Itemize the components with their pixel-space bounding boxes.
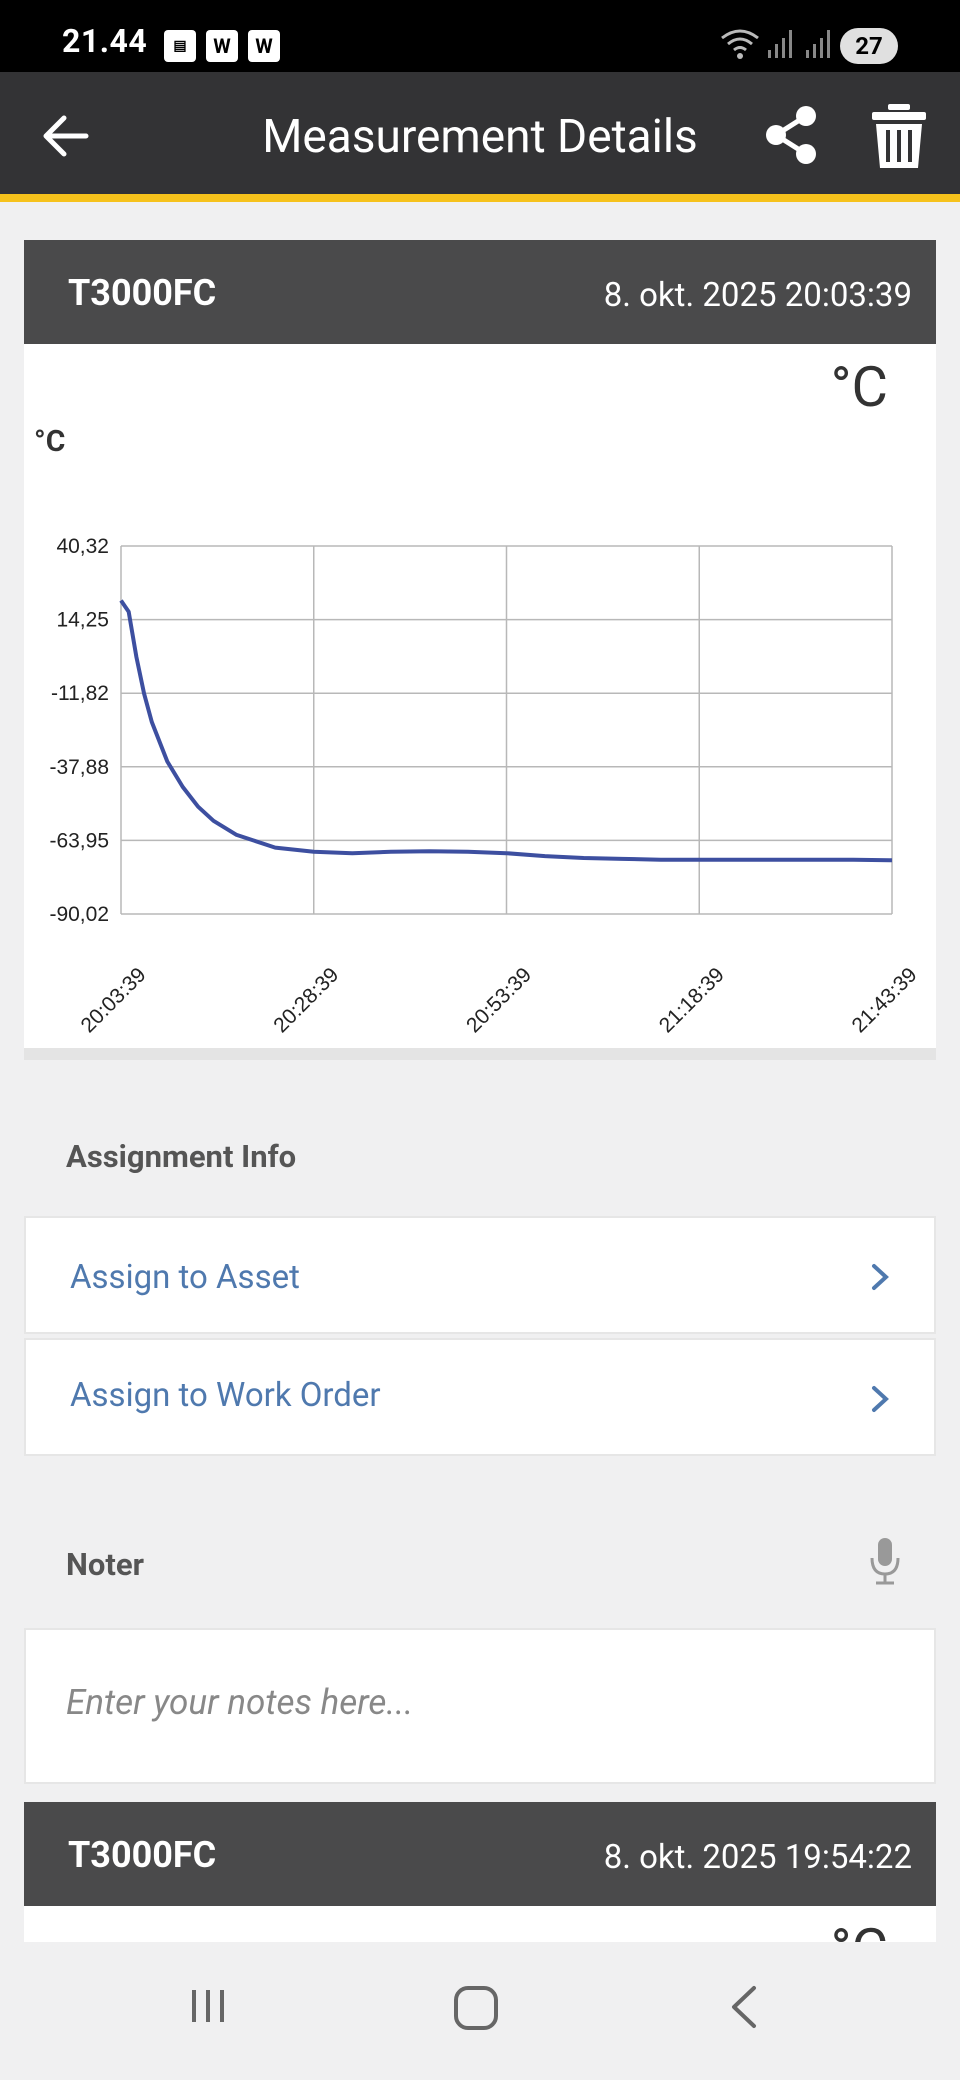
page-title: Measurement Details bbox=[262, 110, 698, 164]
recent-apps-icon[interactable] bbox=[188, 1986, 228, 2026]
unit-label-large-2: °C bbox=[831, 1916, 888, 1942]
measurement-card-2[interactable]: T3000FC 8. okt. 2025 19:54:22 °C bbox=[24, 1802, 936, 1942]
device-name-2: T3000FC bbox=[68, 1834, 217, 1876]
assignment-section-title: Assignment Info bbox=[66, 1138, 297, 1175]
status-time: 21.44 bbox=[62, 22, 148, 60]
w-app-icon: W bbox=[206, 30, 238, 62]
y-tick-label: -11,82 bbox=[51, 682, 109, 705]
wifi-5g-icon bbox=[721, 29, 759, 59]
status-bar: 21.44 ▤ W W 27 bbox=[0, 0, 960, 72]
x-tick-label: 21:43:39 bbox=[847, 963, 921, 1037]
trash-icon[interactable] bbox=[868, 102, 930, 172]
notes-section-title: Noter bbox=[66, 1546, 144, 1583]
card-header: T3000FC 8. okt. 2025 20:03:39 bbox=[24, 240, 936, 344]
temperature-chart: 40,32 14,25 -11,82 -37,88 -63,95 -90,02 20:03:… bbox=[49, 535, 921, 1037]
signal-icon bbox=[768, 30, 792, 58]
measurement-date-2: 8. okt. 2025 19:54:22 bbox=[603, 1838, 912, 1877]
sim-card-icon: ▤ bbox=[164, 30, 196, 62]
x-tick-label: 20:53:39 bbox=[462, 963, 536, 1037]
device-name: T3000FC bbox=[68, 272, 217, 314]
chevron-right-icon bbox=[872, 1264, 889, 1290]
back-icon[interactable] bbox=[728, 1984, 758, 2030]
system-nav-bar bbox=[0, 1944, 960, 2080]
w-app-icon: W bbox=[248, 30, 280, 62]
app-bar: Measurement Details bbox=[0, 72, 960, 202]
assign-to-asset-label: Assign to Asset bbox=[70, 1258, 300, 1297]
x-tick-label: 20:03:39 bbox=[76, 963, 150, 1037]
card-header-2: T3000FC 8. okt. 2025 19:54:22 bbox=[24, 1802, 936, 1906]
measurement-card[interactable]: T3000FC 8. okt. 2025 20:03:39 °C °C 40,3… bbox=[24, 240, 936, 1060]
chart-area: °C °C 40,32 14,25 -11,82 -37,88 -63,95 -90,02… bbox=[24, 344, 936, 1048]
temperature-series-line bbox=[119, 599, 893, 863]
notes-box[interactable] bbox=[24, 1628, 936, 1784]
x-tick-label: 21:18:39 bbox=[655, 963, 729, 1037]
arrow-left-icon[interactable] bbox=[38, 108, 94, 164]
accent-stripe bbox=[0, 194, 960, 202]
assign-to-work-order-label: Assign to Work Order bbox=[70, 1376, 381, 1415]
assign-to-asset-item[interactable]: Assign to Asset bbox=[24, 1216, 936, 1334]
y-tick-label: -37,88 bbox=[49, 756, 109, 779]
y-tick-label: 40,32 bbox=[56, 535, 109, 558]
chevron-right-icon bbox=[872, 1386, 889, 1412]
unit-label-large: °C bbox=[830, 354, 888, 420]
x-tick-label: 20:28:39 bbox=[269, 963, 343, 1037]
microphone-icon[interactable] bbox=[868, 1536, 902, 1586]
measurement-date: 8. okt. 2025 20:03:39 bbox=[603, 276, 912, 315]
assign-to-work-order-item[interactable]: Assign to Work Order bbox=[24, 1338, 936, 1456]
y-axis-unit-label: °C bbox=[34, 424, 66, 459]
share-icon[interactable] bbox=[758, 102, 824, 168]
y-tick-label: 14,25 bbox=[56, 609, 109, 632]
card-divider bbox=[24, 1048, 936, 1060]
battery-indicator: 27 bbox=[840, 28, 898, 64]
y-tick-label: -63,95 bbox=[49, 829, 109, 852]
signal-icon bbox=[806, 30, 830, 58]
notes-input[interactable] bbox=[66, 1674, 886, 1730]
home-icon[interactable] bbox=[454, 1986, 498, 2030]
y-tick-label: -90,02 bbox=[49, 903, 109, 926]
